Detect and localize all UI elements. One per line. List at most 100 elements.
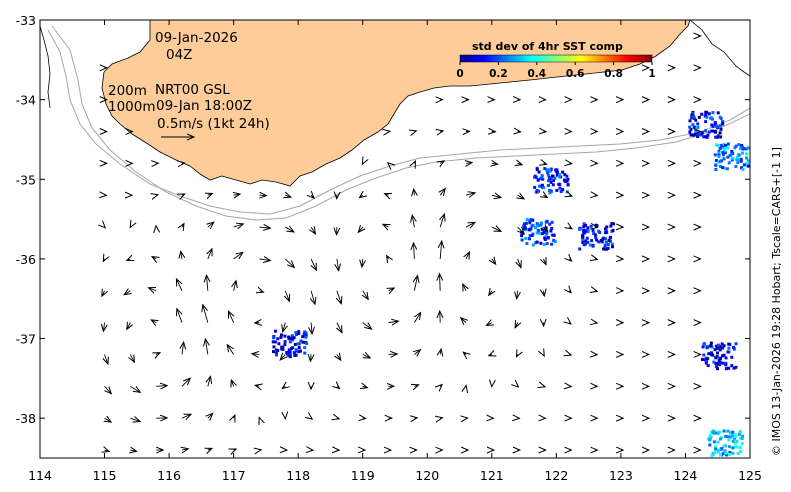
sst-cell: [689, 133, 693, 137]
sst-cell: [736, 158, 740, 162]
current-vector: [489, 291, 492, 296]
sst-cell: [546, 173, 550, 177]
sst-cell: [545, 168, 549, 172]
contour-200m: [47, 29, 750, 215]
sst-cell: [548, 177, 552, 181]
sst-cell: [713, 445, 717, 449]
colorbar: [459, 54, 653, 63]
sst-cell: [704, 129, 708, 133]
sst-cell: [713, 348, 717, 352]
sst-cell: [741, 434, 745, 438]
current-vector: [311, 195, 314, 198]
sst-cell: [581, 234, 585, 238]
sst-cell: [525, 241, 529, 245]
sst-cell: [277, 342, 281, 346]
sst-cell: [546, 183, 550, 187]
sst-cell: [707, 352, 711, 356]
sst-cell: [733, 435, 737, 439]
current-vector: [337, 354, 341, 360]
sst-cell: [296, 342, 300, 346]
sst-cell: [534, 226, 538, 230]
current-vector: [518, 227, 525, 234]
sst-cell: [529, 218, 533, 222]
sst-cell: [746, 164, 750, 168]
current-vector: [518, 386, 519, 387]
sst-cell: [721, 151, 725, 155]
current-vector: [385, 194, 389, 196]
sst-cell: [521, 224, 525, 228]
sst-cell: [543, 167, 547, 171]
sst-cell: [548, 222, 552, 226]
sst-cell: [727, 346, 731, 350]
sst-cell: [735, 158, 739, 162]
lon-tick-label: 125: [738, 468, 762, 483]
sst-cell: [565, 174, 569, 178]
sst-cell: [583, 229, 587, 233]
sst-cell: [605, 225, 609, 229]
colorbar-ticks: 0 0.2 0.4 0.6 0.8 1: [456, 62, 656, 80]
sst-cell: [540, 183, 544, 187]
current-vector: [518, 195, 525, 199]
current-vector: [337, 418, 339, 419]
current-vector: [463, 284, 466, 291]
current-vector: [130, 354, 134, 362]
sst-cell: [719, 127, 723, 131]
sst-cell: [303, 351, 307, 355]
current-vector: [414, 350, 420, 355]
lat-tick-label: -34: [16, 93, 36, 108]
sst-cell: [733, 436, 737, 440]
sst-cell: [520, 238, 524, 242]
current-vector: [569, 354, 571, 355]
current-vector: [414, 189, 415, 195]
current-vector: [259, 259, 270, 261]
sst-cell: [690, 113, 694, 117]
sst-cell: [742, 163, 746, 167]
credit-text: © IMOS 13-Jan-2026 19:28 Hobart; Tscale=…: [770, 147, 783, 456]
sst-cell: [287, 335, 291, 339]
current-vector: [259, 291, 263, 292]
current-vector: [387, 256, 389, 259]
sst-cell: [722, 153, 726, 157]
sst-cell: [279, 333, 283, 337]
sst-cell: [727, 342, 731, 346]
sst-cell: [713, 153, 717, 157]
sst-cell: [601, 237, 605, 241]
colorbar-tick-label: 0.2: [489, 68, 508, 80]
sst-cell: [543, 236, 547, 240]
current-vector: [543, 195, 547, 197]
sst-cell: [578, 227, 582, 231]
sst-cell: [528, 234, 532, 238]
sst-cell: [548, 191, 552, 195]
sst-cell: [714, 361, 718, 365]
current-vector: [486, 323, 491, 326]
current-vector: [311, 322, 312, 334]
sst-cell: [730, 434, 734, 438]
coast-west: [40, 25, 51, 109]
sst-cell: [594, 223, 598, 227]
sst-cell: [586, 240, 590, 244]
sst-cell: [546, 236, 550, 240]
sst-cell: [288, 353, 292, 357]
current-vector: [280, 354, 285, 359]
sst-cell: [722, 344, 726, 348]
current-vector: [466, 163, 472, 164]
sst-cell: [535, 222, 539, 226]
sst-cell: [719, 437, 723, 441]
sst-cell: [721, 120, 725, 124]
current-vector: [151, 320, 156, 323]
sst-cell: [710, 454, 714, 458]
current-vector: [181, 414, 191, 418]
sst-cell: [557, 173, 561, 177]
sst-cell: [539, 221, 543, 225]
lat-tick-label: -38: [16, 411, 36, 426]
sst-cell: [547, 179, 551, 183]
sst-cell: [714, 143, 718, 147]
current-vector: [234, 194, 240, 195]
sst-cell: [533, 175, 537, 179]
sst-cell: [591, 229, 595, 233]
sst-cell: [557, 182, 561, 186]
current-vector: [413, 243, 414, 259]
sst-cell: [712, 440, 716, 444]
current-vector: [208, 249, 212, 260]
sst-cell: [533, 185, 537, 189]
